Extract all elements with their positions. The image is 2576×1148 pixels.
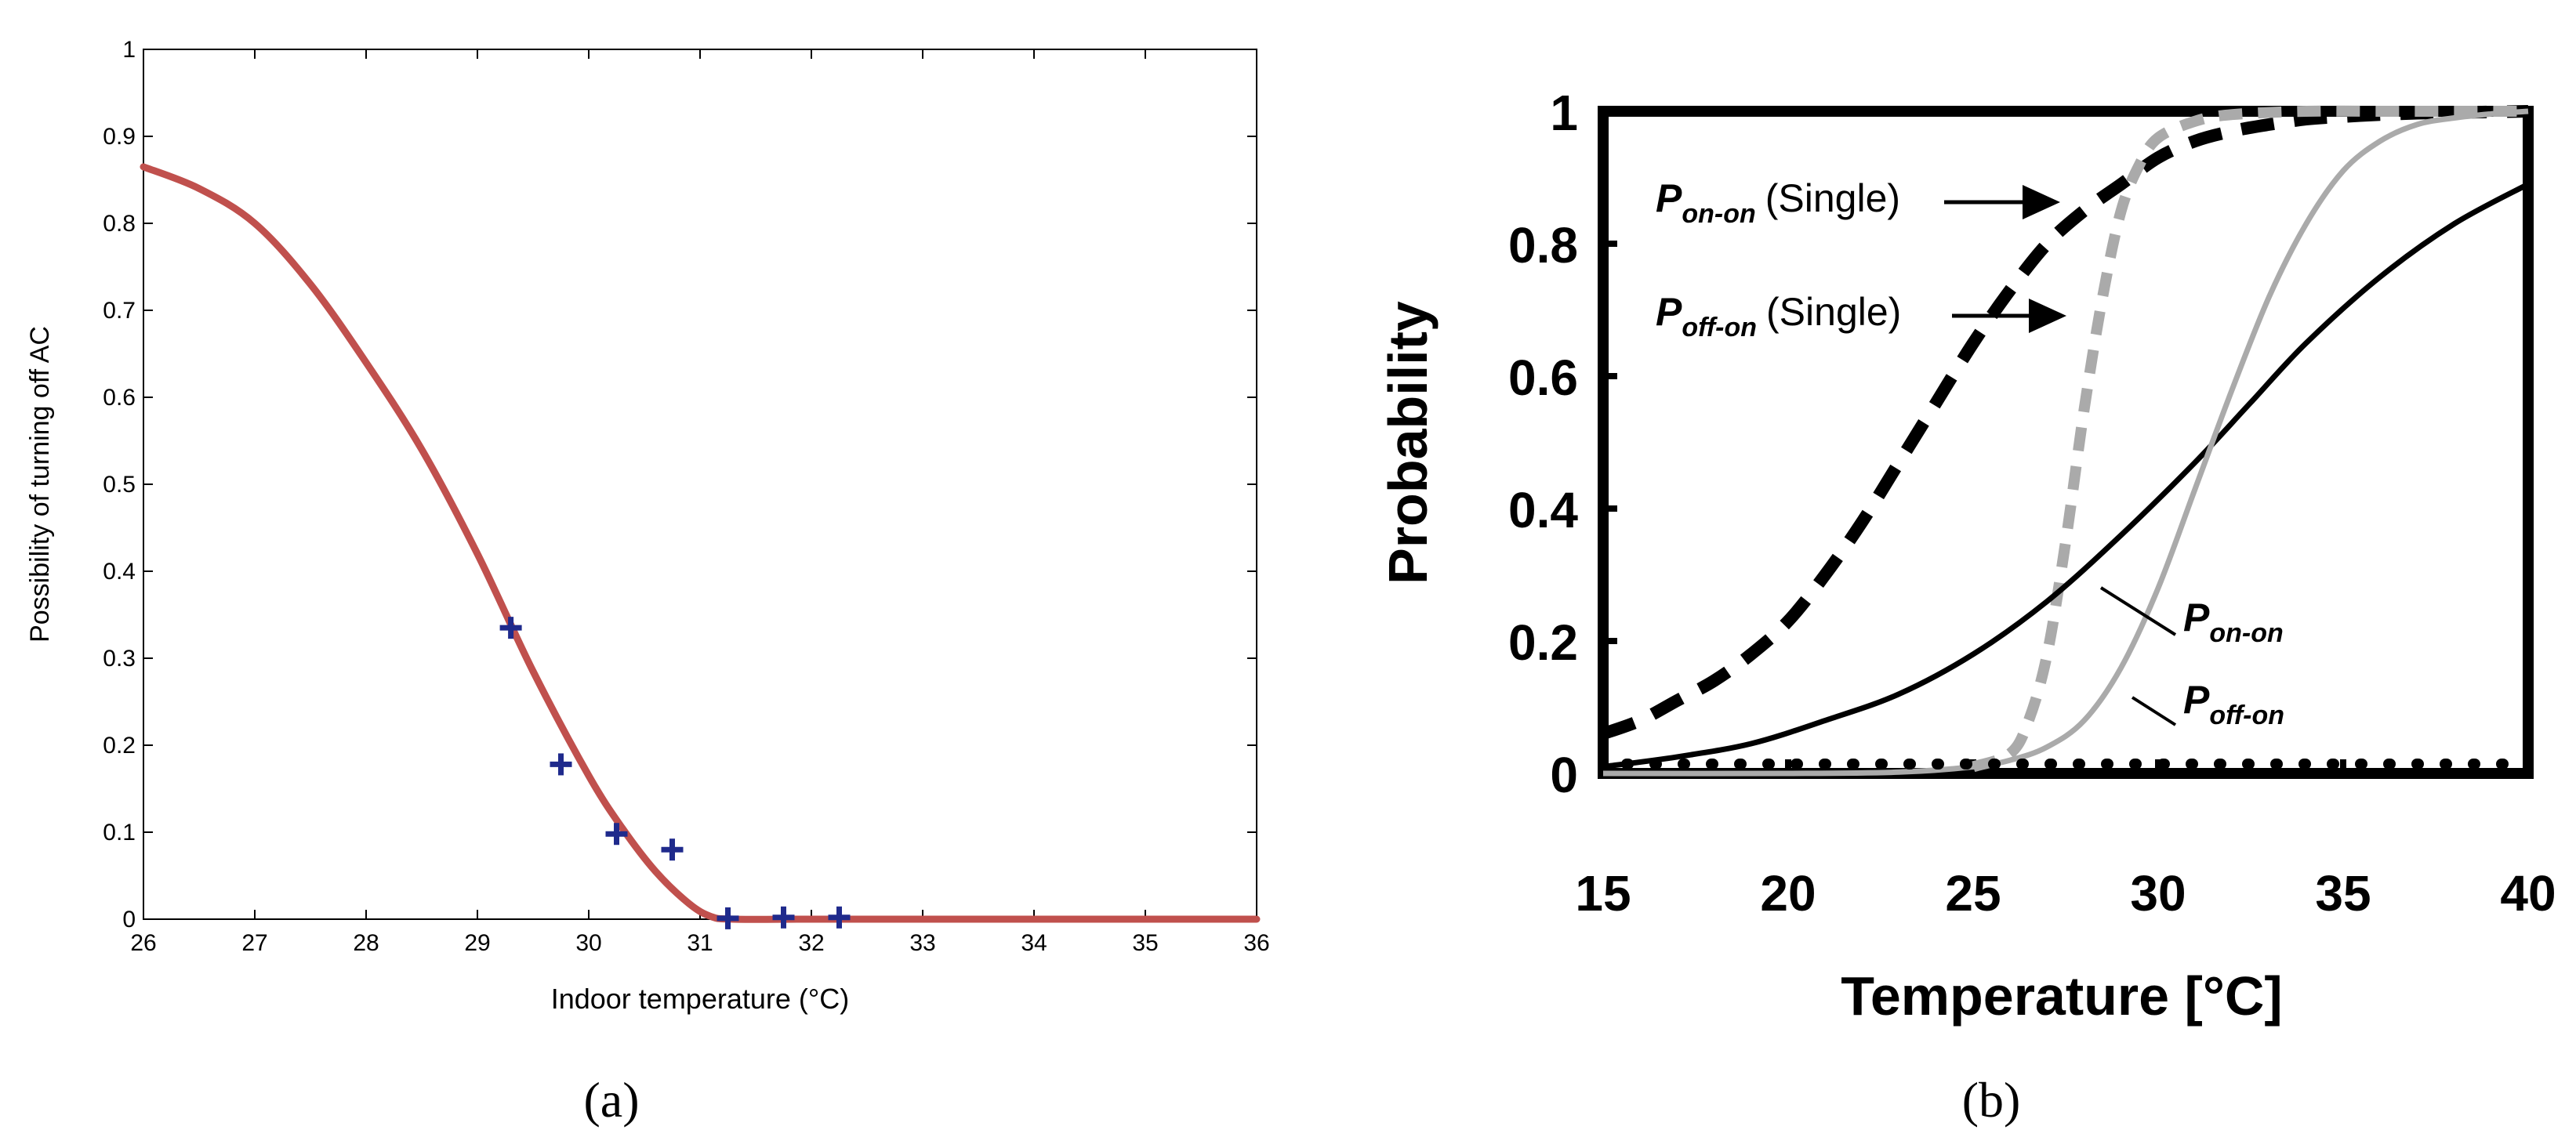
b-x-tick-label: 40 <box>2500 865 2556 922</box>
annotation-pon-on-single-p: P <box>1656 176 1682 220</box>
a-x-tick-label: 33 <box>909 930 935 956</box>
a-panel-label: (a) <box>583 1072 639 1128</box>
b-y-tick-label: 0.6 <box>1508 349 1578 406</box>
a-data-point <box>717 907 739 929</box>
b-x-ticks: 15 20 25 30 35 40 <box>1575 759 2556 922</box>
a-y-tick-label: 0.5 <box>103 472 136 498</box>
plot-b-frame <box>1598 106 2534 779</box>
annotation-pon-on-single: Pon-on (Single) <box>1656 176 2060 229</box>
annotation-poff-on-single-suffix: (Single) <box>1766 290 1901 334</box>
b-y-tick-label: 1 <box>1550 85 1578 141</box>
a-data-point <box>661 838 684 861</box>
annotation-poff-on-p: P <box>2183 678 2210 722</box>
b-y-axis-label: Probability <box>1377 301 1439 585</box>
b-y-tick-label: 0.4 <box>1508 482 1578 538</box>
a-x-tick-label: 32 <box>798 930 824 956</box>
svg-text:Poff-on: Poff-on <box>2183 678 2284 730</box>
a-y-tick-label: 0.2 <box>103 733 136 759</box>
annotation-pon-on-sub: on-on <box>2209 618 2283 648</box>
a-fitted-curve <box>140 163 1261 923</box>
a-x-tick-label: 36 <box>1243 930 1269 956</box>
a-x-tick-label: 34 <box>1021 930 1047 956</box>
annotation-pon-on-leader <box>2099 586 2177 636</box>
a-series <box>140 163 1261 929</box>
a-y-tick-label: 0.9 <box>103 124 136 150</box>
a-y-ticks: 0 0.1 0.2 0.3 0.4 0.5 0.6 0.7 0.8 0.9 1 <box>103 37 1257 933</box>
a-x-tick-label: 29 <box>464 930 490 956</box>
a-y-tick-label: 1 <box>122 37 136 63</box>
b-x-tick-label: 15 <box>1575 865 1631 922</box>
a-y-tick-label: 0.6 <box>103 385 136 411</box>
annotation-poff-on-sub: off-on <box>2209 701 2284 730</box>
a-x-axis-label: Indoor temperature (°C) <box>551 983 850 1015</box>
b-series-gray-dashed <box>1971 105 2528 773</box>
a-y-tick-label: 0.1 <box>103 820 136 846</box>
annotation-pon-on-p: P <box>2183 596 2210 639</box>
annotation-poff-on-single-p: P <box>1656 290 1682 334</box>
plot-a-frame <box>143 49 1257 920</box>
b-x-tick-label: 20 <box>1760 865 1816 922</box>
a-y-tick-label: 0.4 <box>103 559 136 585</box>
a-data-point <box>605 823 628 846</box>
a-y-tick-label: 0.3 <box>103 646 136 672</box>
a-x-tick-label: 28 <box>353 930 379 956</box>
a-data-point <box>772 906 795 929</box>
a-data-point <box>499 617 522 639</box>
b-series-black-solid <box>1602 181 2530 770</box>
annotation-poff-on-single-arrowhead <box>2029 299 2066 333</box>
a-x-tick-label: 35 <box>1132 930 1158 956</box>
panel-b: 0 0.2 0.4 0.6 0.8 1 15 20 25 30 35 40 Pon-on (Singl… <box>1377 85 2556 1128</box>
svg-text:Pon-on: Pon-on <box>2183 596 2284 648</box>
a-x-tick-label: 27 <box>241 930 267 956</box>
b-x-tick-label: 35 <box>2315 865 2371 922</box>
annotation-poff-on-single-sub: off-on <box>1682 313 1757 342</box>
b-y-tick-label: 0.2 <box>1508 614 1578 671</box>
annotation-pon-on-single-arrowhead <box>2023 185 2060 219</box>
a-x-tick-label: 31 <box>687 930 713 956</box>
annotation-poff-on-leader <box>2131 696 2177 726</box>
a-y-tick-label: 0.8 <box>103 211 136 237</box>
b-y-tick-label: 0.8 <box>1508 217 1578 273</box>
a-y-tick-label: 0 <box>122 907 136 933</box>
b-series-black-dashed <box>1601 105 2529 740</box>
a-data-point <box>550 753 572 776</box>
b-y-tick-label: 0 <box>1550 747 1578 803</box>
a-data-point <box>828 906 851 929</box>
a-x-tick-label: 26 <box>130 930 156 956</box>
b-series <box>1601 105 2530 777</box>
panel-a: 0 0.1 0.2 0.3 0.4 0.5 0.6 0.7 0.8 0.9 1 26 27 28 29 30… <box>25 37 1270 1128</box>
svg-text:Poff-on(Single): Poff-on (Single) <box>1656 290 1901 342</box>
b-x-tick-label: 25 <box>1945 865 2001 922</box>
annotation-pon-on-single-suffix: (Single) <box>1765 176 1900 220</box>
a-x-ticks: 26 27 28 29 30 31 32 33 34 35 36 <box>130 49 1270 956</box>
annotation-poff-on: Poff-on <box>2131 678 2284 730</box>
annotation-poff-on-single: Poff-on (Single) <box>1656 290 2066 342</box>
annotation-pon-on: Pon-on <box>2099 586 2284 648</box>
b-panel-label: (b) <box>1962 1072 2021 1128</box>
a-x-tick-label: 30 <box>575 930 601 956</box>
annotation-pon-on-single-sub: on-on <box>1682 199 1755 229</box>
a-y-axis-label: Possibility of turning off AC <box>25 326 55 643</box>
a-y-tick-label: 0.7 <box>103 298 136 324</box>
b-x-tick-label: 30 <box>2130 865 2186 922</box>
svg-text:Pon-on(Single): Pon-on (Single) <box>1656 176 1900 229</box>
b-x-axis-label: Temperature [°C] <box>1841 965 2282 1027</box>
b-series-gray-solid <box>1602 108 2529 777</box>
